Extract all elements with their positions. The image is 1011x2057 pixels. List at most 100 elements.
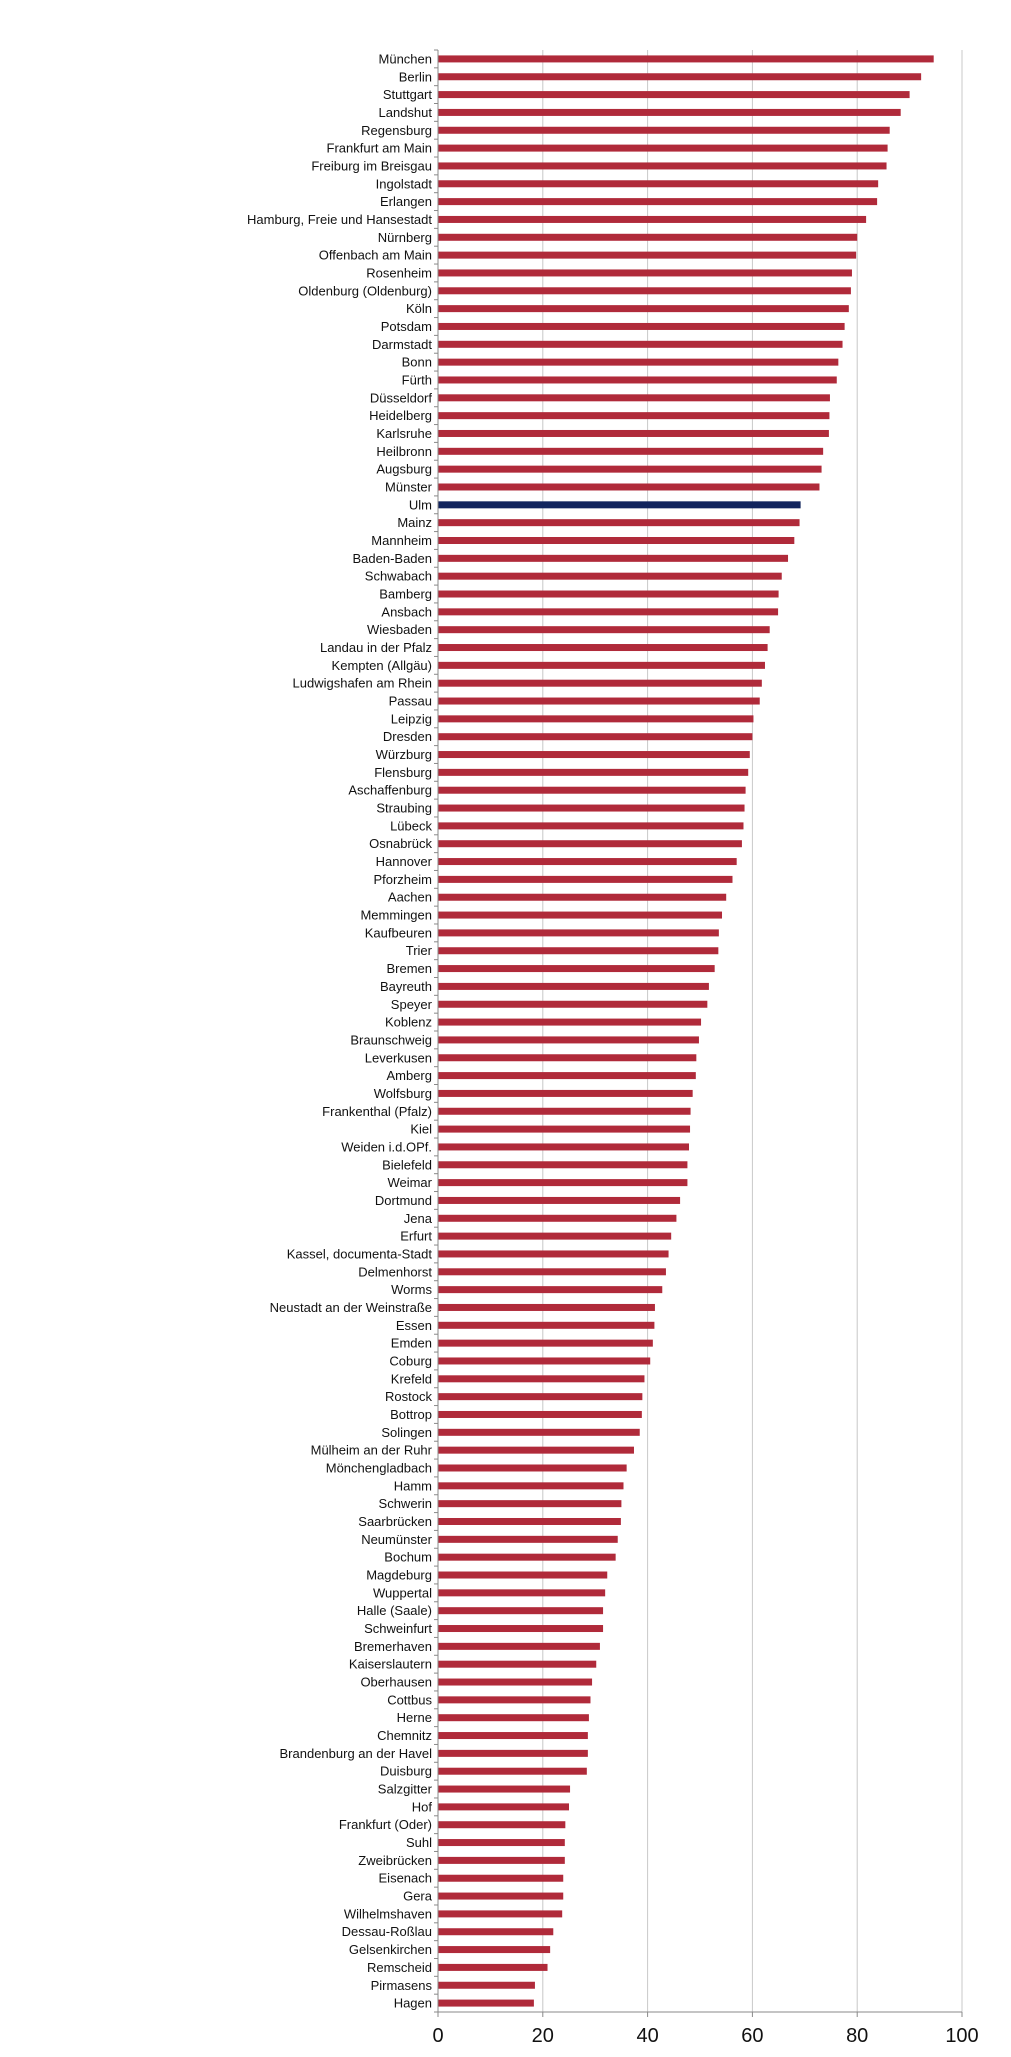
bar <box>438 1357 651 1365</box>
category-label: Wilhelmshaven <box>344 1906 432 1921</box>
bar <box>438 447 824 455</box>
category-label: Schwabach <box>365 569 432 584</box>
category-label: Ansbach <box>381 604 432 619</box>
category-label: Krefeld <box>391 1371 432 1386</box>
category-label: Delmenhorst <box>358 1264 432 1279</box>
bar <box>438 608 779 616</box>
bar <box>438 1642 600 1650</box>
category-label: Trier <box>406 943 433 958</box>
category-label: Flensburg <box>374 765 432 780</box>
bar <box>438 1785 571 1793</box>
bar <box>438 644 768 652</box>
category-label: Brandenburg an der Havel <box>280 1746 433 1761</box>
category-label: Mülheim an der Ruhr <box>311 1443 433 1458</box>
category-label: Mannheim <box>371 533 432 548</box>
bar <box>438 1553 616 1561</box>
x-tick-labels: 0 20 40 60 80 100 <box>432 2025 978 2047</box>
bar <box>438 1268 666 1276</box>
category-label: Oldenburg (Oldenburg) <box>298 283 432 298</box>
category-label: Cottbus <box>387 1692 432 1707</box>
bar <box>438 412 830 420</box>
category-label: Berlin <box>399 69 432 84</box>
bar <box>438 1856 565 1864</box>
category-label: Wolfsburg <box>374 1086 432 1101</box>
bar <box>438 965 715 973</box>
bar <box>438 1054 697 1062</box>
category-label: Gelsenkirchen <box>349 1942 432 1957</box>
category-label: Worms <box>391 1282 432 1297</box>
category-label: Neustadt an der Weinstraße <box>270 1300 432 1315</box>
category-label: Speyer <box>391 997 433 1012</box>
category-label: Pforzheim <box>373 872 432 887</box>
category-label: Dresden <box>383 729 432 744</box>
category-label: Heilbronn <box>376 444 432 459</box>
bar <box>438 1321 655 1329</box>
bar <box>438 1410 642 1418</box>
category-label: Pirmasens <box>371 1978 433 1993</box>
category-label: Suhl <box>406 1835 432 1850</box>
bar <box>438 1482 624 1490</box>
category-label: München <box>379 51 432 66</box>
bar <box>438 786 746 794</box>
category-label: Bremerhaven <box>354 1639 432 1654</box>
category-label: Hamburg, Freie und Hansestadt <box>247 212 432 227</box>
category-label: Offenbach am Main <box>319 248 432 263</box>
category-label: Passau <box>389 694 432 709</box>
bar <box>438 198 878 206</box>
category-label: Kiel <box>410 1122 432 1137</box>
category-label: Solingen <box>381 1425 432 1440</box>
bar <box>438 1179 688 1187</box>
bar <box>438 1303 655 1311</box>
category-label: Nürnberg <box>378 230 432 245</box>
bar <box>438 144 888 152</box>
bar <box>438 126 890 134</box>
category-label: Braunschweig <box>350 1032 432 1047</box>
bar <box>438 661 765 669</box>
category-label: Straubing <box>376 801 432 816</box>
bar <box>438 483 820 491</box>
category-label: Zweibrücken <box>358 1853 432 1868</box>
bar <box>438 429 829 437</box>
bar <box>438 519 800 527</box>
category-label: Remscheid <box>367 1960 432 1975</box>
bar <box>438 572 782 580</box>
category-label: Potsdam <box>381 319 432 334</box>
bar <box>438 1749 588 1757</box>
bar <box>438 376 837 384</box>
bar <box>438 1339 653 1347</box>
bar <box>438 1767 587 1775</box>
bar <box>438 358 839 366</box>
bar <box>438 911 723 919</box>
category-label: Bayreuth <box>380 979 432 994</box>
category-label: Salzgitter <box>378 1782 433 1797</box>
category-label: Kaiserslautern <box>349 1657 432 1672</box>
category-label: Chemnitz <box>377 1728 432 1743</box>
x-tick-label: 100 <box>945 2025 978 2047</box>
bar <box>438 1714 589 1722</box>
bar <box>438 1821 566 1829</box>
category-label: Saarbrücken <box>358 1514 432 1529</box>
bar <box>438 1500 622 1508</box>
category-label: Augsburg <box>376 462 432 477</box>
bar <box>438 733 753 741</box>
bar <box>438 768 749 776</box>
bar <box>438 305 849 313</box>
category-label: Bielefeld <box>382 1157 432 1172</box>
category-label: Würzburg <box>376 747 432 762</box>
axes <box>434 49 963 2017</box>
category-label: Coburg <box>389 1353 432 1368</box>
bar <box>438 1999 534 2007</box>
category-label: Kassel, documenta-Stadt <box>287 1246 433 1261</box>
bar <box>438 893 727 901</box>
bar <box>438 590 779 598</box>
category-label: Heidelberg <box>369 408 432 423</box>
category-label: Frankfurt (Oder) <box>339 1817 432 1832</box>
x-tick-label: 40 <box>636 2025 658 2047</box>
category-label: Hagen <box>394 1996 432 2011</box>
bar <box>438 91 910 99</box>
bar <box>438 697 760 705</box>
x-tick-label: 80 <box>846 2025 868 2047</box>
bar <box>438 162 887 170</box>
category-labels: München Berlin Stuttgart Landshut Regensburg… <box>247 51 433 2010</box>
bar <box>438 1535 618 1543</box>
